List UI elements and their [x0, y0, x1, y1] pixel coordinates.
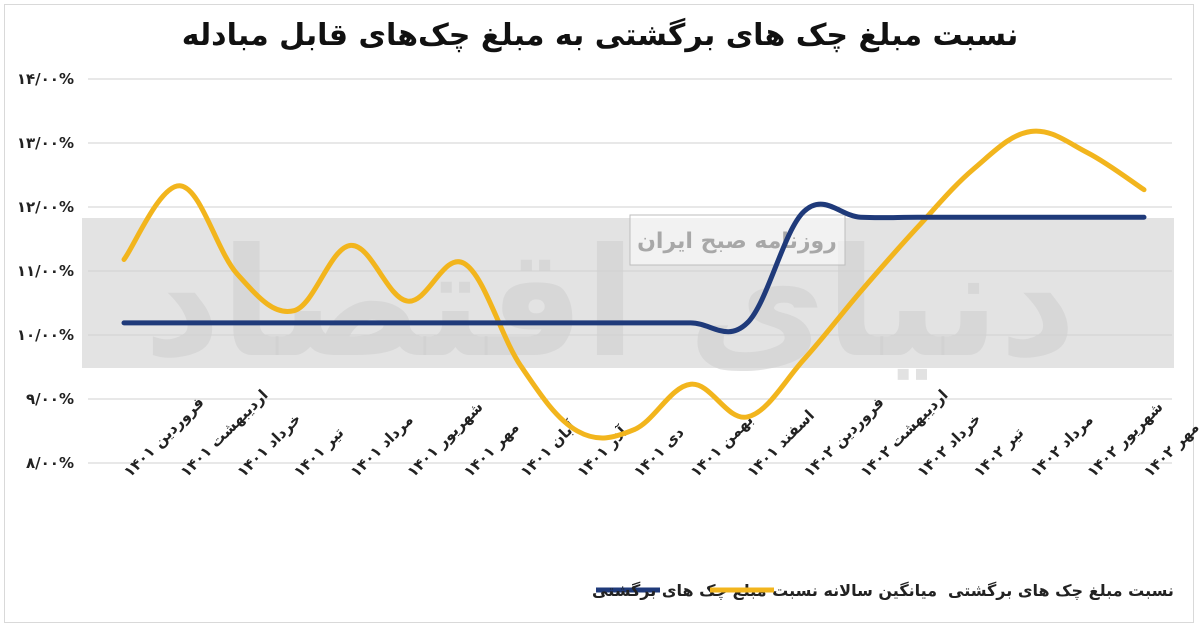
watermark-script: دنیای اقتصاد: [144, 217, 1077, 391]
watermark-band: [82, 218, 1174, 368]
y-tick-label: ۸/۰۰%: [26, 454, 74, 472]
series-group: [121, 128, 1147, 441]
y-tick-label: ۱۴/۰۰%: [17, 70, 74, 88]
y-tick-label: ۱۰/۰۰%: [17, 326, 74, 344]
watermark-label-box: [629, 214, 846, 266]
y-axis-ticks: ۱۴/۰۰% ۱۳/۰۰% ۱۲/۰۰% ۱۱/۰۰% ۱۰/۰۰% ۹/۰۰% ۸/۰۰%: [17, 70, 74, 472]
series-line-average: [121, 201, 1147, 335]
y-tick-label: ۱۲/۰۰%: [17, 198, 74, 216]
legend-label-ratio: نسبت مبلغ چک های برگشتی: [948, 581, 1174, 601]
x-tick-label: دی ۱۴۰۱: [630, 423, 688, 481]
y-tick-label: ۱۳/۰۰%: [17, 134, 74, 152]
x-tick-label: تیر ۱۴۰۲: [970, 424, 1027, 481]
watermark-label: روزنامه صبح ایران: [637, 229, 837, 254]
x-tick-label: تیر ۱۴۰۱: [290, 424, 347, 481]
y-tick-label: ۱۱/۰۰%: [17, 262, 74, 280]
chart-title: نسبت مبلغ چک های برگشتی به مبلغ چک‌های ق…: [181, 18, 1019, 53]
series-line-ratio: [121, 128, 1147, 441]
grid-lines: [88, 78, 1172, 464]
x-tick-label: مهر ۱۴۰۱: [460, 418, 522, 480]
legend: میانگین سالانه نسبت مبلغ چک های برگشتی ن…: [592, 581, 1174, 601]
y-tick-label: ۹/۰۰%: [26, 390, 74, 408]
